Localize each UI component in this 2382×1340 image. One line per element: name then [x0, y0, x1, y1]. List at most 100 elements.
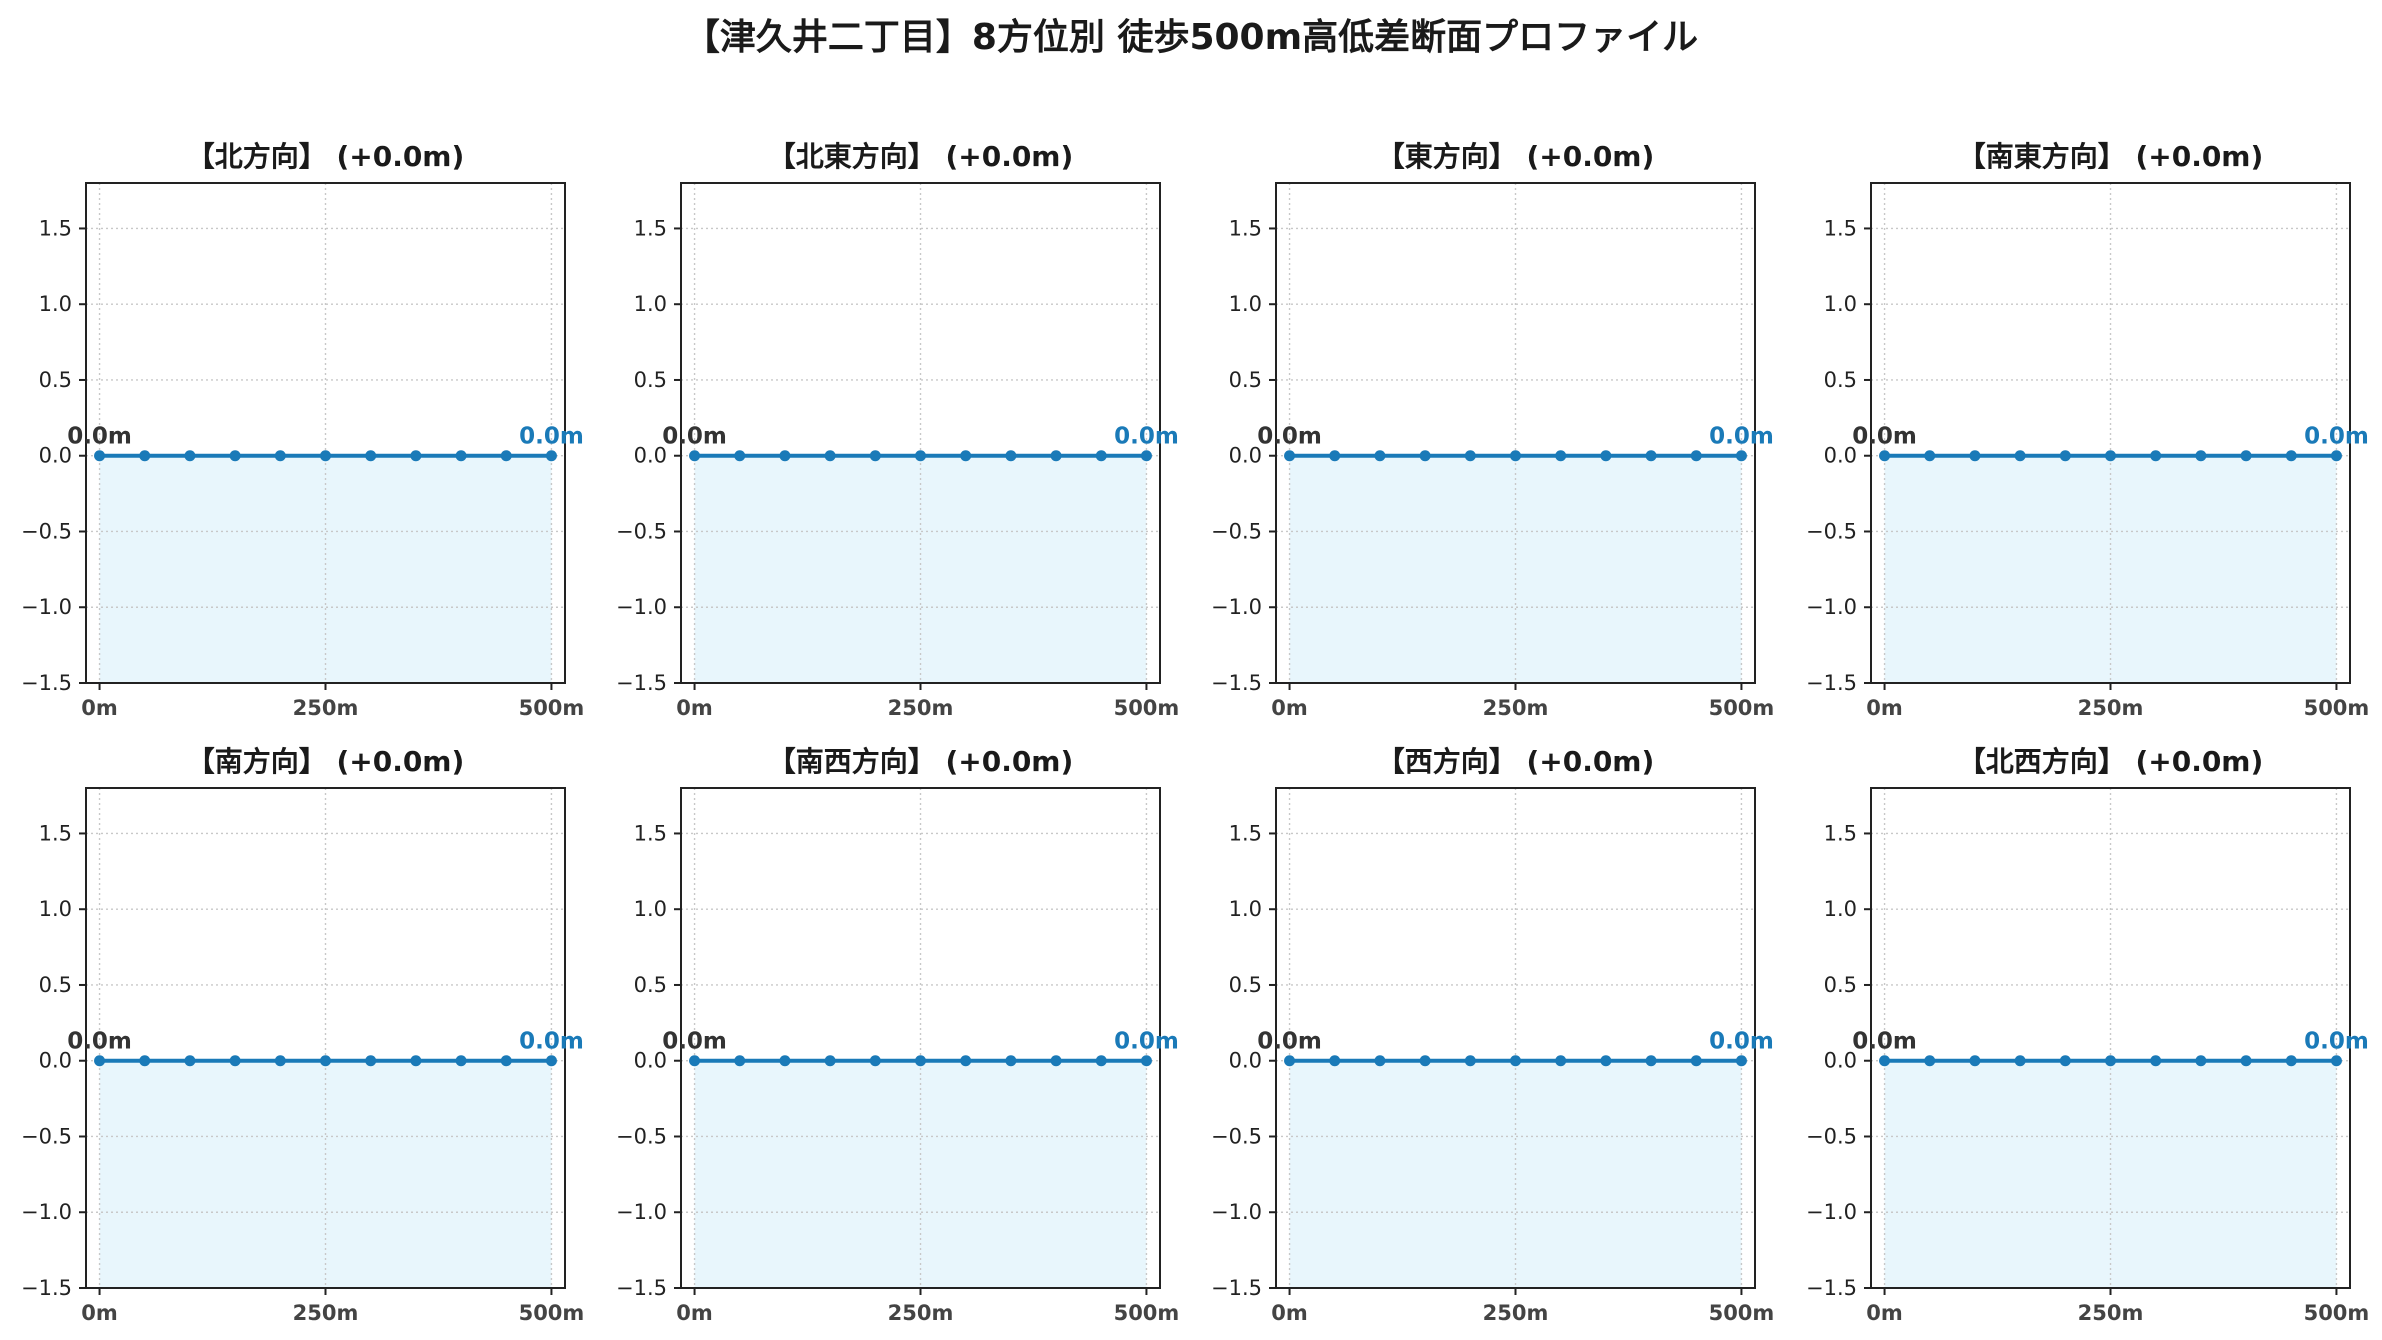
data-point — [500, 450, 512, 462]
data-point — [869, 450, 881, 462]
y-tick-label: 1.0 — [1229, 897, 1262, 921]
data-point — [1924, 1055, 1936, 1067]
y-tick-label: 0.0 — [634, 444, 667, 468]
x-tick-label: 500m — [1114, 696, 1180, 720]
data-point — [1284, 450, 1296, 462]
x-tick-label: 0m — [81, 1301, 118, 1325]
data-point — [2330, 1055, 2342, 1067]
data-point — [2285, 450, 2297, 462]
y-tick-label: 0.5 — [1824, 368, 1857, 392]
x-tick-label: 0m — [1866, 1301, 1903, 1325]
x-tick-label: 250m — [2078, 1301, 2144, 1325]
panel-title: 【東方向】 (+0.0m) — [1377, 140, 1655, 173]
data-point — [274, 1055, 286, 1067]
y-tick-label: 1.0 — [634, 897, 667, 921]
end-elevation-label: 0.0m — [1114, 1029, 1179, 1055]
start-elevation-label: 0.0m — [1257, 424, 1322, 450]
profile-panel: 【東方向】 (+0.0m)0m 250m 500m−1.5−1.0−0.50.00.… — [1211, 140, 1774, 720]
data-point — [2285, 1055, 2297, 1067]
y-tick-label: −0.5 — [21, 1124, 72, 1148]
y-tick-label: −0.5 — [1211, 1124, 1262, 1148]
y-tick-label: −1.5 — [616, 671, 667, 695]
data-point — [139, 1055, 151, 1067]
x-tick-label: 500m — [1114, 1301, 1180, 1325]
y-tick-label: 1.0 — [1229, 292, 1262, 316]
data-point — [1645, 450, 1657, 462]
data-point — [455, 450, 467, 462]
y-tick-label: 1.5 — [1229, 821, 1262, 845]
y-tick-label: 0.0 — [1229, 444, 1262, 468]
end-elevation-label: 0.0m — [1709, 424, 1774, 450]
data-point — [320, 450, 331, 462]
data-point — [139, 450, 151, 462]
data-point — [779, 1055, 791, 1067]
data-point — [1464, 450, 1476, 462]
profile-panel: 【北方向】 (+0.0m)0m 250m 500m−1.5−1.0−0.50.00.… — [21, 140, 584, 720]
end-elevation-label: 0.0m — [2304, 424, 2369, 450]
panel-title: 【南東方向】 (+0.0m) — [1958, 140, 2264, 173]
y-tick-label: 1.0 — [1824, 897, 1857, 921]
data-point — [229, 1055, 241, 1067]
y-tick-label: −1.0 — [21, 595, 72, 619]
data-point — [2330, 450, 2342, 462]
y-tick-label: −1.0 — [616, 595, 667, 619]
start-elevation-label: 0.0m — [1257, 1029, 1322, 1055]
data-point — [1600, 450, 1612, 462]
data-point — [2059, 450, 2071, 462]
data-point — [2240, 1055, 2252, 1067]
data-point — [94, 1055, 106, 1067]
y-tick-label: −1.0 — [616, 1200, 667, 1224]
data-point — [545, 450, 557, 462]
y-tick-label: −1.5 — [1211, 1276, 1262, 1300]
data-point — [824, 1055, 836, 1067]
x-tick-label: 500m — [1709, 696, 1775, 720]
y-tick-label: 0.5 — [1229, 368, 1262, 392]
start-elevation-label: 0.0m — [1852, 1029, 1917, 1055]
y-tick-label: −1.0 — [1806, 595, 1857, 619]
y-tick-label: −1.5 — [21, 1276, 72, 1300]
data-point — [1879, 450, 1891, 462]
start-elevation-label: 0.0m — [67, 424, 132, 450]
data-point — [365, 450, 377, 462]
panel-title: 【北西方向】 (+0.0m) — [1958, 745, 2264, 778]
data-point — [1005, 1055, 1017, 1067]
data-point — [2014, 1055, 2026, 1067]
profile-panel: 【南東方向】 (+0.0m)0m 250m 500m−1.5−1.0−0.50.00… — [1806, 140, 2369, 720]
data-point — [1555, 1055, 1567, 1067]
data-point — [410, 450, 422, 462]
data-point — [1419, 1055, 1431, 1067]
x-tick-label: 250m — [888, 696, 954, 720]
y-tick-label: 1.5 — [634, 821, 667, 845]
data-point — [1419, 450, 1431, 462]
x-tick-label: 250m — [1483, 1301, 1549, 1325]
panel-title: 【西方向】 (+0.0m) — [1377, 745, 1655, 778]
y-tick-label: 0.0 — [634, 1049, 667, 1073]
x-tick-label: 0m — [1271, 696, 1308, 720]
y-tick-label: 0.0 — [1824, 1049, 1857, 1073]
y-tick-label: −1.0 — [1211, 595, 1262, 619]
y-tick-label: −0.5 — [1806, 519, 1857, 543]
y-tick-label: 1.5 — [634, 216, 667, 240]
y-tick-label: 0.0 — [1229, 1049, 1262, 1073]
end-elevation-label: 0.0m — [519, 424, 584, 450]
end-elevation-label: 0.0m — [1709, 1029, 1774, 1055]
profile-panel: 【北東方向】 (+0.0m)0m 250m 500m−1.5−1.0−0.50.00… — [616, 140, 1179, 720]
x-tick-label: 0m — [1271, 1301, 1308, 1325]
data-point — [94, 450, 106, 462]
x-tick-label: 500m — [1709, 1301, 1775, 1325]
data-point — [2195, 450, 2207, 462]
panel-title: 【南西方向】 (+0.0m) — [768, 745, 1074, 778]
data-point — [869, 1055, 881, 1067]
x-tick-label: 250m — [888, 1301, 954, 1325]
data-point — [274, 450, 286, 462]
y-tick-label: 0.5 — [39, 368, 72, 392]
data-point — [1005, 450, 1017, 462]
data-point — [779, 450, 791, 462]
profile-panel: 【西方向】 (+0.0m)0m 250m 500m−1.5−1.0−0.50.00.… — [1211, 745, 1774, 1325]
y-tick-label: −1.5 — [1806, 671, 1857, 695]
x-tick-label: 250m — [1483, 696, 1549, 720]
y-tick-label: −1.0 — [1211, 1200, 1262, 1224]
y-tick-label: 0.5 — [634, 973, 667, 997]
y-tick-label: −1.5 — [1806, 1276, 1857, 1300]
